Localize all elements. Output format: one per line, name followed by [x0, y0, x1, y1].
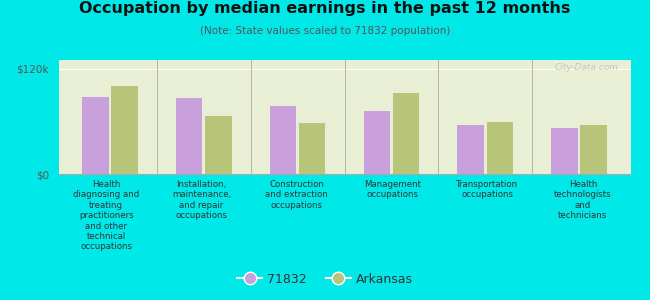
- Text: Health
technologists
and
technicians: Health technologists and technicians: [554, 180, 612, 220]
- Bar: [393, 93, 419, 174]
- Text: Health
diagnosing and
treating
practitioners
and other
technical
occupations: Health diagnosing and treating practitio…: [73, 180, 139, 251]
- Text: (Note: State values scaled to 71832 population): (Note: State values scaled to 71832 popu…: [200, 26, 450, 35]
- Text: Management
occupations: Management occupations: [363, 180, 421, 200]
- Text: Construction
and extraction
occupations: Construction and extraction occupations: [265, 180, 328, 210]
- Bar: [551, 128, 577, 174]
- Text: Transportation
occupations: Transportation occupations: [456, 180, 519, 200]
- Bar: [580, 125, 606, 174]
- Bar: [299, 123, 325, 174]
- Bar: [176, 98, 202, 174]
- Legend: 71832, Arkansas: 71832, Arkansas: [232, 268, 418, 291]
- Bar: [364, 111, 390, 174]
- Text: Occupation by median earnings in the past 12 months: Occupation by median earnings in the pas…: [79, 2, 571, 16]
- Text: City-Data.com: City-Data.com: [555, 63, 619, 72]
- Bar: [205, 116, 231, 174]
- Bar: [112, 86, 138, 174]
- Bar: [487, 122, 513, 174]
- Bar: [270, 106, 296, 174]
- Bar: [458, 125, 484, 174]
- Bar: [83, 97, 109, 174]
- Text: Installation,
maintenance,
and repair
occupations: Installation, maintenance, and repair oc…: [172, 180, 231, 220]
